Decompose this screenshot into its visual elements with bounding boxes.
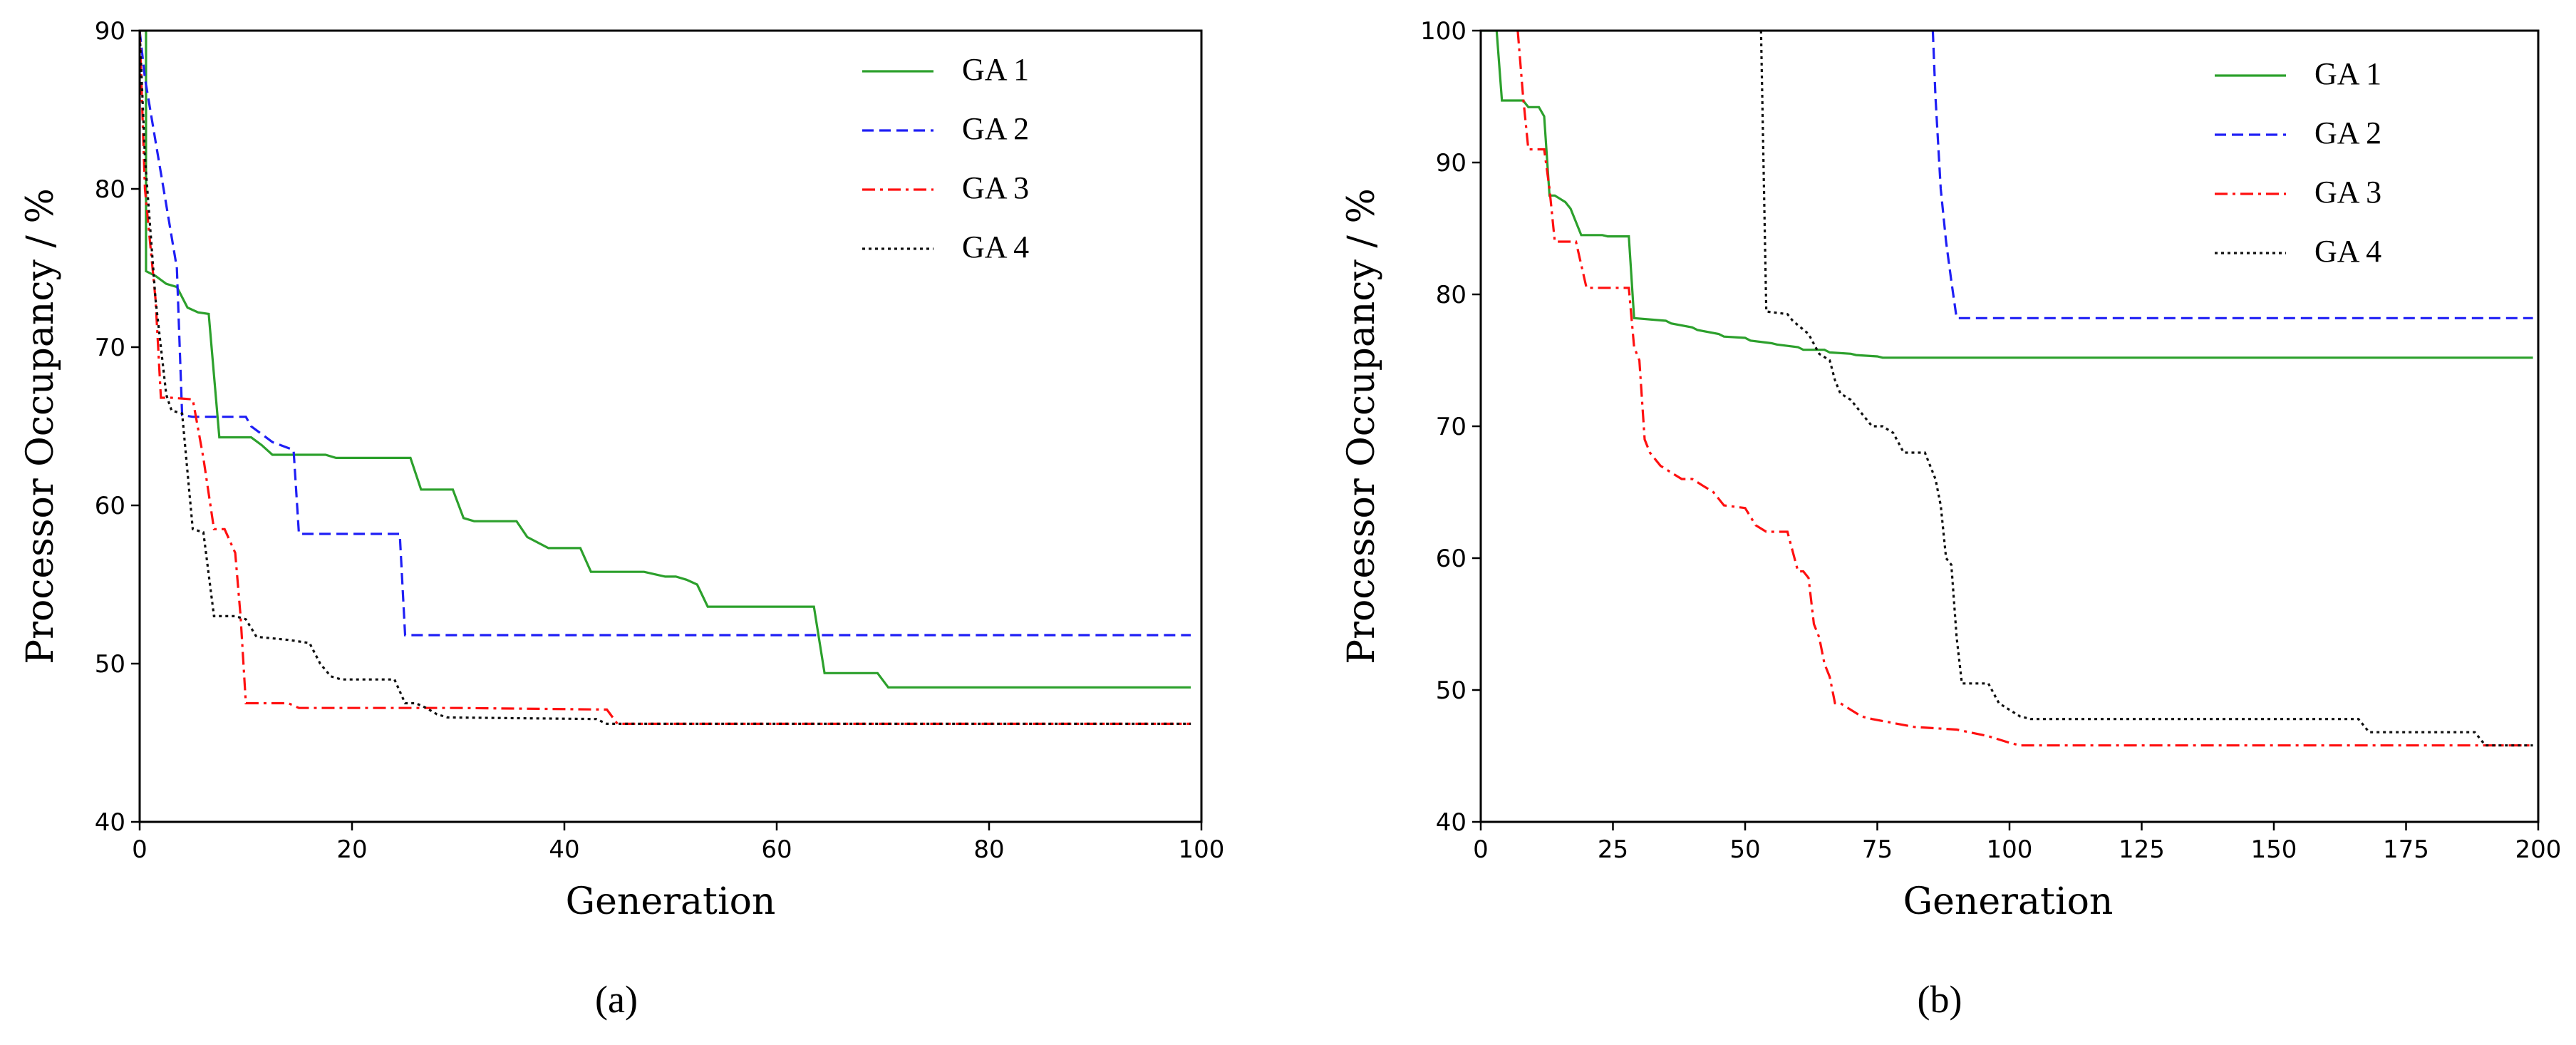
y-tick-label: 90 — [95, 17, 125, 46]
x-ticks-a: 0 20 40 60 80 100 — [132, 822, 1224, 864]
legend-a: GA 1 GA 2 GA 3 GA 4 — [862, 52, 1029, 264]
x-axis-label-a: Generation — [566, 880, 776, 923]
x-tick-label: 60 — [761, 835, 792, 864]
y-axis-label-b: Processor Occupancy / % — [1340, 188, 1383, 664]
y-ticks-b: 40 50 60 70 80 90 100 — [1420, 17, 1481, 837]
y-tick-label: 40 — [1436, 808, 1467, 837]
series-line-a-1 — [140, 31, 1191, 689]
x-tick-label: 25 — [1598, 835, 1628, 864]
chart-panel-a: 0 20 40 60 80 100 40 50 60 70 80 90 Generation Pro… — [19, 17, 1224, 1021]
x-tick-label: 100 — [1179, 835, 1225, 864]
plot-frame-a — [138, 29, 1203, 823]
series-line-b-4 — [1759, 31, 2533, 747]
y-tick-label: 70 — [1436, 413, 1467, 441]
series-line-a-4 — [140, 31, 1191, 725]
y-tick-label: 60 — [95, 492, 125, 520]
series-layer-b — [1481, 31, 2533, 747]
x-tick-label: 175 — [2383, 835, 2429, 864]
series-line-b-1 — [1481, 31, 2533, 359]
y-tick-label: 60 — [1436, 545, 1467, 573]
y-tick-label: 50 — [1436, 676, 1467, 705]
x-axis-label-b: Generation — [1903, 880, 2114, 923]
y-tick-label: 90 — [1436, 149, 1467, 177]
y-tick-label: 50 — [95, 650, 125, 679]
series-line-b-2 — [1931, 31, 2533, 319]
legend-label-3: GA 3 — [2314, 175, 2381, 210]
y-tick-label: 70 — [95, 334, 125, 362]
series-line-a-2 — [140, 31, 1191, 637]
series-line-a-3 — [140, 31, 1191, 725]
x-tick-label: 0 — [1473, 835, 1489, 864]
x-tick-label: 125 — [2119, 835, 2165, 864]
caption-a: (a) — [595, 978, 638, 1021]
legend-label-3: GA 3 — [962, 170, 1029, 205]
legend-b: GA 1 GA 2 GA 3 GA 4 — [2215, 56, 2381, 269]
y-axis-label-a: Processor Occupancy / % — [19, 188, 62, 664]
legend-label-2: GA 2 — [962, 111, 1029, 146]
legend-label-4: GA 4 — [2314, 234, 2381, 269]
x-tick-label: 80 — [973, 835, 1004, 864]
x-tick-label: 150 — [2251, 835, 2297, 864]
x-tick-label: 200 — [2515, 835, 2562, 864]
y-tick-label: 40 — [95, 808, 125, 837]
x-tick-label: 100 — [1987, 835, 2033, 864]
x-tick-label: 0 — [132, 835, 148, 864]
y-ticks-a: 40 50 60 70 80 90 — [95, 17, 140, 837]
y-tick-label: 80 — [95, 175, 125, 204]
legend-label-1: GA 1 — [962, 52, 1029, 87]
y-tick-label: 80 — [1436, 281, 1467, 309]
y-tick-label: 100 — [1420, 17, 1467, 46]
series-layer-a — [140, 31, 1191, 725]
x-tick-label: 75 — [1862, 835, 1893, 864]
legend-label-1: GA 1 — [2314, 56, 2381, 91]
x-ticks-b: 0 25 50 75 100 125 150 175 200 — [1473, 822, 2561, 864]
x-tick-label: 50 — [1729, 835, 1760, 864]
x-tick-label: 20 — [336, 835, 367, 864]
caption-b: (b) — [1918, 978, 1962, 1021]
x-tick-label: 40 — [549, 835, 579, 864]
legend-label-4: GA 4 — [962, 230, 1029, 264]
chart-panel-b: 0 25 50 75 100 125 150 175 200 40 50 60 70 80 90 100 G… — [1340, 17, 2561, 1021]
legend-label-2: GA 2 — [2314, 115, 2381, 150]
